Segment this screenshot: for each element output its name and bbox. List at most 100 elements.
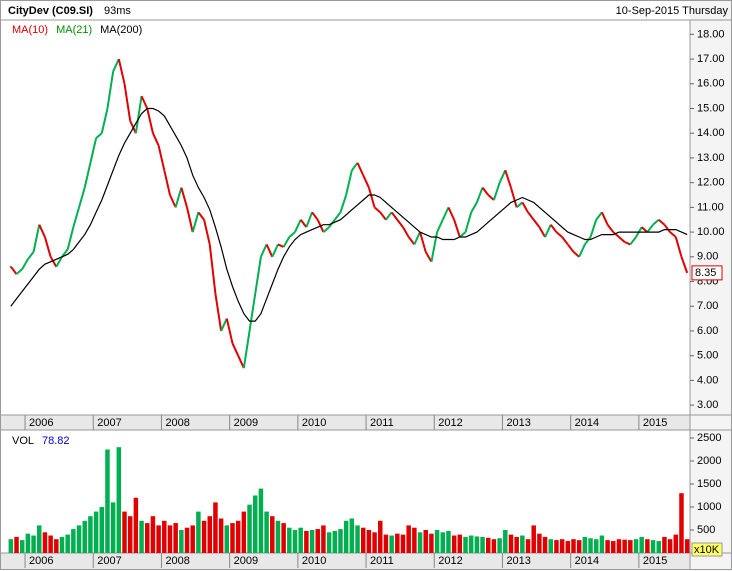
volume-bar bbox=[662, 536, 667, 553]
volume-bar bbox=[491, 539, 497, 553]
price-segment bbox=[277, 243, 285, 248]
volume-bar bbox=[65, 534, 70, 553]
volume-bar bbox=[207, 516, 212, 553]
price-segment bbox=[112, 58, 120, 72]
volume-bar bbox=[366, 529, 372, 553]
volume-bar bbox=[162, 520, 167, 553]
price-segment bbox=[624, 241, 631, 246]
y-tick-label: 500 bbox=[697, 524, 715, 536]
price-segment bbox=[203, 219, 211, 245]
price-segment bbox=[504, 169, 512, 188]
price-segment bbox=[123, 83, 132, 122]
price-segment bbox=[259, 244, 268, 258]
price-segment bbox=[214, 293, 223, 332]
volume-bar bbox=[315, 529, 320, 553]
price-segment bbox=[646, 224, 654, 233]
x-tick-label: 2009 bbox=[234, 417, 258, 429]
volume-bar bbox=[8, 539, 14, 553]
price-segment bbox=[169, 194, 177, 208]
volume-bar bbox=[156, 525, 161, 553]
volume-bar bbox=[383, 534, 389, 553]
y-tick-label: 17.00 bbox=[697, 53, 725, 65]
volume-bar bbox=[645, 539, 650, 553]
header-date: 10-Sep-2015 Thursday bbox=[616, 5, 729, 17]
price-segment bbox=[242, 330, 251, 369]
price-segment bbox=[32, 224, 41, 253]
volume-bar bbox=[531, 525, 536, 553]
unit-box bbox=[691, 542, 723, 557]
volume-bar bbox=[679, 493, 684, 553]
volume-bar bbox=[292, 529, 298, 553]
volume-bar bbox=[321, 525, 326, 553]
volume-bar bbox=[565, 541, 571, 553]
volume-bar bbox=[497, 538, 502, 553]
volume-bar bbox=[463, 536, 468, 553]
price-segment bbox=[271, 244, 279, 258]
price-segment bbox=[396, 219, 404, 228]
volume-bar bbox=[684, 539, 690, 553]
volume-bar bbox=[656, 541, 661, 553]
price-segment bbox=[373, 206, 381, 214]
volume-bar bbox=[633, 539, 639, 553]
price-segment bbox=[549, 224, 558, 233]
volume-bar bbox=[88, 516, 93, 553]
y-tick-label: 2500 bbox=[697, 432, 721, 444]
price-segment bbox=[134, 95, 143, 134]
header-title: CityDev (C09.SI) bbox=[8, 5, 93, 17]
volume-bar bbox=[258, 488, 264, 553]
volume-bar bbox=[224, 525, 230, 553]
price-segment bbox=[89, 137, 98, 164]
x-tick-label: 2010 bbox=[302, 555, 326, 567]
price-segment bbox=[402, 226, 410, 238]
volume-bar bbox=[389, 535, 394, 553]
y-tick-label: 7.00 bbox=[697, 300, 718, 312]
price-segment bbox=[578, 244, 586, 258]
volume-bar bbox=[457, 534, 463, 553]
volume-bar bbox=[76, 525, 82, 553]
price-segment bbox=[567, 243, 575, 253]
y-tick-label: 1500 bbox=[697, 478, 721, 490]
volume-bar bbox=[349, 518, 355, 553]
price-segment bbox=[516, 201, 523, 209]
volume-bar bbox=[309, 529, 315, 553]
price-segment bbox=[294, 219, 302, 233]
price-segment bbox=[78, 187, 86, 208]
volume-bar bbox=[451, 535, 457, 553]
volume-bar bbox=[616, 539, 622, 553]
volume-bar bbox=[167, 525, 173, 553]
volume-bar bbox=[474, 536, 480, 553]
price-segment bbox=[191, 212, 200, 233]
price-segment bbox=[10, 266, 18, 275]
price-segment bbox=[669, 231, 677, 238]
volume-bar bbox=[37, 525, 42, 553]
price-segment bbox=[674, 236, 683, 258]
volume-bar bbox=[48, 535, 53, 553]
volume-bar bbox=[252, 495, 258, 553]
volume-bar bbox=[440, 532, 446, 553]
price-segment bbox=[572, 251, 580, 258]
y-tick-label: 15.00 bbox=[697, 102, 725, 114]
price-segment bbox=[555, 231, 563, 238]
x-tick-label: 2013 bbox=[506, 555, 530, 567]
volume-bar bbox=[287, 527, 292, 553]
volume-bar bbox=[42, 532, 48, 553]
volume-title: VOL bbox=[12, 435, 34, 447]
volume-bar bbox=[537, 533, 542, 553]
volume-bar bbox=[605, 540, 610, 553]
volume-bar bbox=[480, 536, 485, 553]
volume-bar bbox=[611, 541, 616, 553]
x-tick-label: 2011 bbox=[370, 417, 394, 429]
price-segment bbox=[351, 162, 359, 171]
price-segment bbox=[333, 211, 342, 221]
price-segment bbox=[510, 187, 518, 208]
price-segment bbox=[15, 268, 23, 275]
volume-bar bbox=[54, 539, 59, 553]
y-tick-label: 12.00 bbox=[697, 177, 725, 189]
y-tick-label: 3.00 bbox=[697, 399, 718, 411]
price-segment bbox=[492, 182, 501, 201]
volume-bar bbox=[429, 533, 434, 553]
x-tick-label: 2008 bbox=[165, 555, 189, 567]
price-segment bbox=[100, 108, 109, 134]
y-tick-label: 1000 bbox=[697, 501, 721, 513]
price-segment bbox=[561, 236, 569, 246]
